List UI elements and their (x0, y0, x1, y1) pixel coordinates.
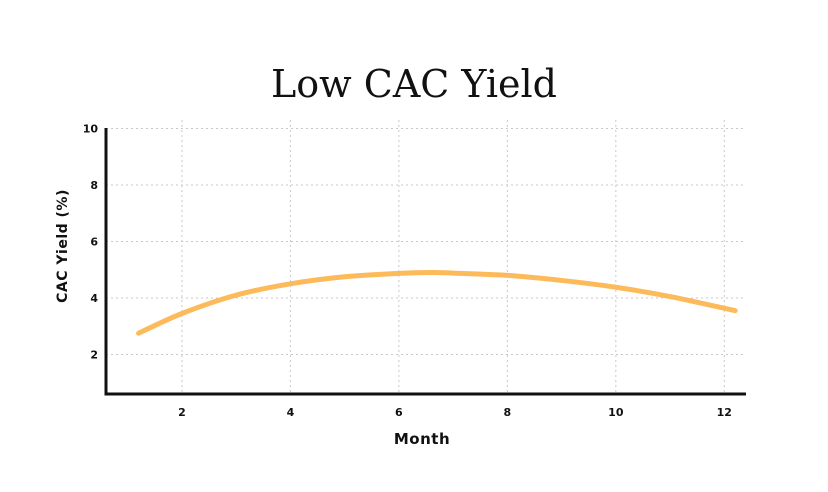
x-tick-label-8: 8 (504, 406, 512, 419)
x-tick-label-10: 10 (608, 406, 624, 419)
x-tick-label-4: 4 (287, 406, 295, 419)
y-tick-label-10: 10 (83, 122, 99, 135)
x-axis-title: Month (393, 430, 451, 448)
y-tick-label-6: 6 (90, 235, 98, 248)
x-tick-label-6: 6 (395, 406, 403, 419)
series-line-0 (136, 270, 738, 336)
x-tick-label-2: 2 (178, 406, 186, 419)
x-tick-label-12: 12 (717, 406, 732, 419)
y-tick-label-2: 2 (90, 348, 98, 361)
y-tick-label-8: 8 (90, 179, 98, 192)
chart-title: Low CAC Yield (271, 62, 557, 106)
y-tick-label-4: 4 (90, 292, 98, 305)
